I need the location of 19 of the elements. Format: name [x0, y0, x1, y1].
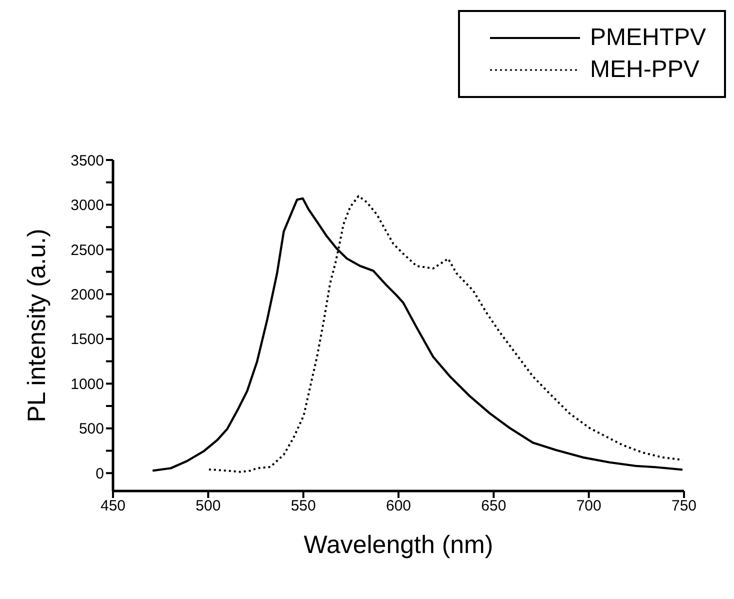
- x-axis-title: Wavelength (nm): [304, 531, 494, 559]
- y-tick-label: 1000: [70, 376, 104, 393]
- legend-label: PMEHTPV: [590, 24, 706, 52]
- y-tick-label: 3500: [70, 152, 104, 170]
- y-tick-label: 1500: [70, 331, 104, 348]
- x-tick-label: 750: [671, 498, 697, 515]
- x-tick-label: 550: [290, 498, 316, 515]
- y-tick-label: 2500: [70, 242, 104, 259]
- y-tick-label: 2000: [70, 286, 104, 304]
- y-axis-title: PL intensity (a.u.): [22, 228, 51, 422]
- y-tick-label: 3000: [70, 197, 104, 214]
- x-tick-label: 450: [100, 498, 126, 515]
- x-tick-label: 600: [386, 498, 412, 515]
- legend-label: MEH-PPV: [590, 56, 700, 84]
- y-tick-label: 500: [78, 420, 104, 438]
- x-tick-label: 700: [576, 498, 602, 515]
- y-tick-label: 0: [96, 465, 104, 482]
- x-tick-label: 650: [481, 498, 506, 515]
- x-tick-label: 500: [196, 498, 221, 515]
